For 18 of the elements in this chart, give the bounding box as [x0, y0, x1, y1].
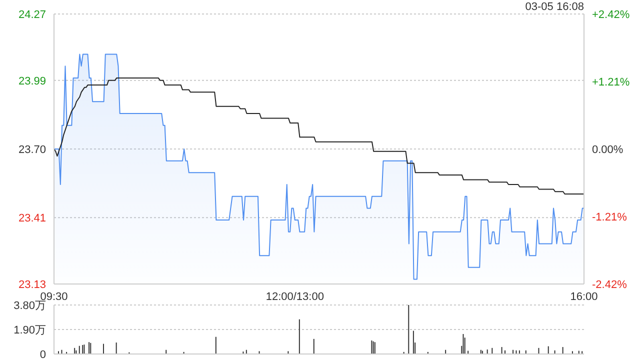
y-tick-label: 23.99 — [18, 75, 46, 88]
y-tick-label: 0 — [40, 349, 46, 360]
y-tick-label: 23.13 — [18, 279, 46, 291]
x-tick-label: 09:30 — [40, 290, 68, 303]
x-tick-label: 16:00 — [570, 290, 598, 303]
line-series — [54, 77, 584, 194]
text: 03-05 16:08 — [525, 1, 584, 13]
y2-tick-label: +2.42% — [592, 9, 630, 21]
y-tick-label: 1.90万 — [14, 324, 46, 336]
y-tick-label: 23.41 — [18, 212, 46, 225]
x-tick-label: 12:00/13:00 — [266, 290, 324, 303]
y-tick-label: 24.27 — [18, 9, 46, 21]
y2-tick-label: 0.00% — [592, 144, 624, 156]
y-tick-label: 3.80万 — [14, 300, 46, 312]
y2-tick-label: +1.21% — [592, 76, 630, 88]
y2-tick-label: -2.42% — [592, 279, 628, 291]
y-tick-label: 23.70 — [18, 144, 46, 156]
y2-tick-label: -1.21% — [592, 212, 628, 224]
